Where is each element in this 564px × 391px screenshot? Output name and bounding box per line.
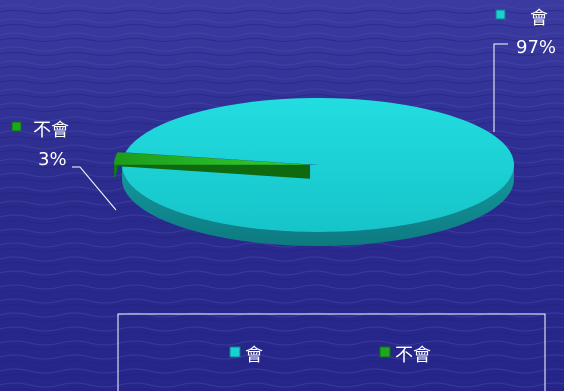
label-marker-hui <box>495 9 506 20</box>
pie-slice-buhui <box>114 152 311 165</box>
legend-entry-buhui: 不會 <box>395 345 431 366</box>
leader-line-hui <box>493 43 508 132</box>
legend-swatch-hui <box>229 346 241 358</box>
label-marker-buhui <box>11 121 22 132</box>
legend-swatch-buhui <box>379 346 391 358</box>
leader-line-buhui <box>72 166 117 211</box>
data-label-buhui: 3% <box>38 149 67 170</box>
legend: 會 不會 <box>117 313 546 391</box>
legend-entry-hui: 會 <box>245 345 263 366</box>
pie-slice-hui <box>122 98 514 233</box>
category-label-buhui: 不會 <box>33 120 69 141</box>
category-label-hui: 會 <box>530 8 548 29</box>
pie-side-walls <box>122 165 514 246</box>
data-label-hui: 97% <box>516 37 556 58</box>
pie-top-faces <box>114 98 514 233</box>
pie-slice-side-hui <box>122 165 514 246</box>
legend-box <box>117 313 546 391</box>
